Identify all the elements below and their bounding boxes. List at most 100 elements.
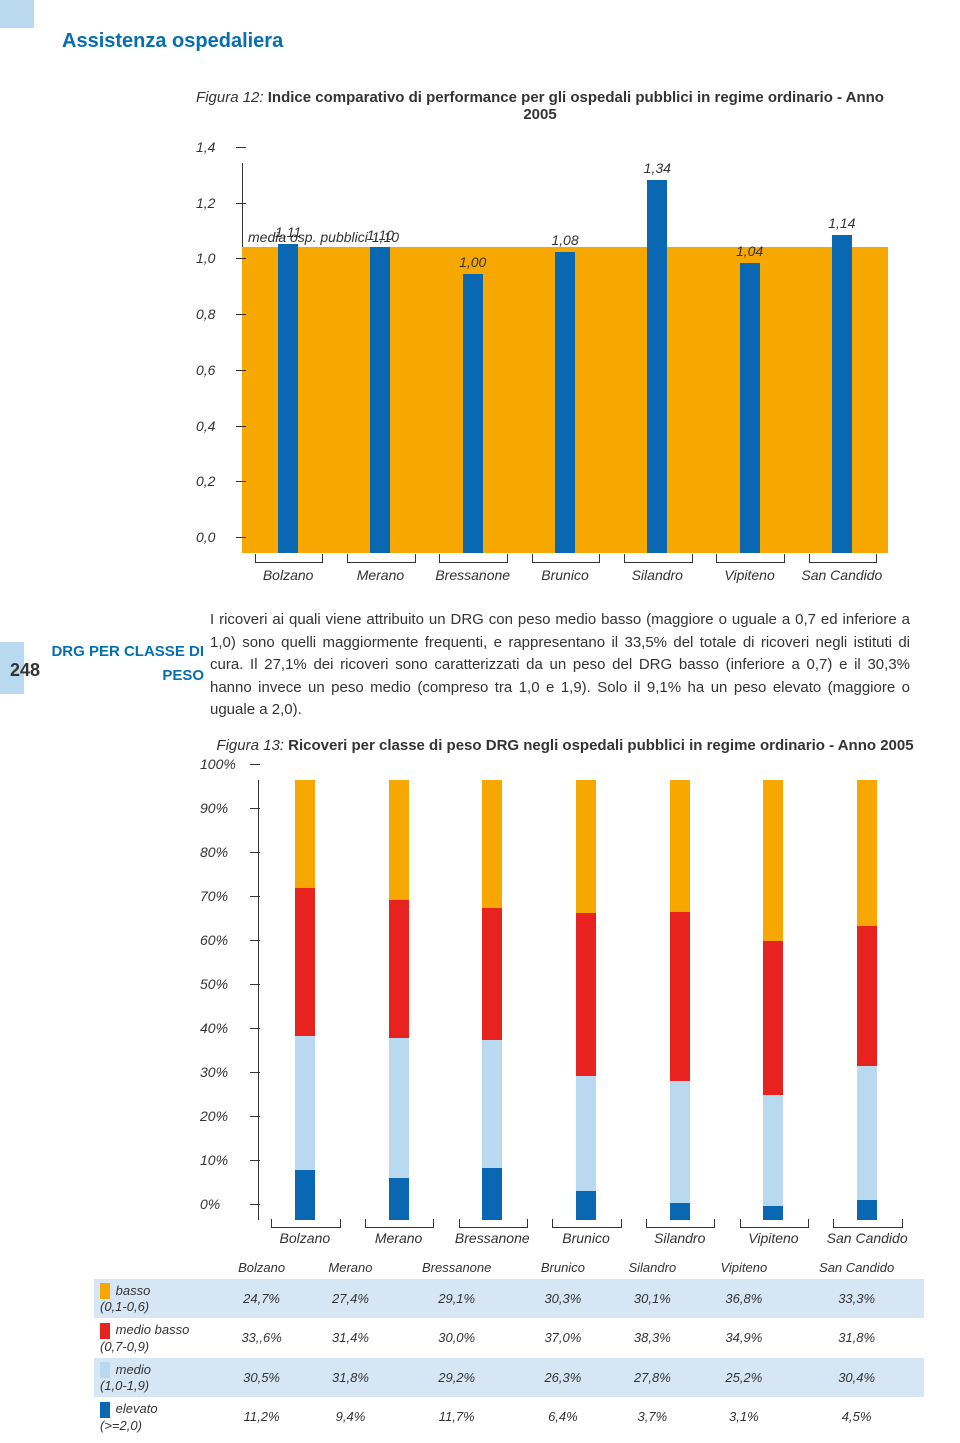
figure-13-ytick: 80% (200, 844, 228, 860)
figure-13-xlabel: Brunico (562, 1230, 609, 1246)
table-cell: 30,5% (216, 1358, 307, 1398)
figure-13-seg-medio (857, 1066, 877, 1200)
table-cell: 6,4% (520, 1397, 607, 1437)
figure-13-ytick: 10% (200, 1152, 228, 1168)
figure-13-seg-medio (763, 1095, 783, 1206)
figure-13-seg-mediobasso (482, 908, 502, 1040)
figure-13-col (857, 780, 877, 1220)
figure-12-ytick: 0,4 (196, 418, 215, 434)
figure-13-seg-medio (576, 1076, 596, 1192)
figure-12-bar-label: 1,08 (551, 232, 578, 248)
figure-13-title: Ricoveri per classe di peso DRG negli os… (288, 737, 913, 754)
figure-13-chart: 100%90%80%70%60%50%40%30%20%10%0%Bolzano… (180, 772, 924, 1252)
table-cell: 30,3% (520, 1279, 607, 1319)
figure-13-plot-area: 100%90%80%70%60%50%40%30%20%10%0%Bolzano… (258, 780, 914, 1220)
figure-12-bar-label: 1,14 (828, 215, 855, 231)
figure-13-xlabel: Vipiteno (748, 1230, 798, 1246)
figure-13-xbracket (365, 1219, 434, 1228)
table-cell: 27,8% (606, 1358, 698, 1398)
figure-13-ytick: 0% (200, 1196, 220, 1212)
figure-13-seg-mediobasso (389, 900, 409, 1038)
figure-13-xlabel: Bressanone (455, 1230, 530, 1246)
side-label: DRG PER CLASSE DI PESO (34, 640, 204, 688)
figure-13-seg-basso (389, 780, 409, 901)
table-cell (94, 1256, 216, 1279)
figure-12-bar (832, 235, 852, 553)
figure-13-col (389, 780, 409, 1220)
table-header-cell: San Candido (789, 1256, 924, 1279)
figure-13-xbracket (740, 1219, 809, 1228)
figure-12-ytick: 1,2 (196, 195, 215, 211)
figure-13-ytick: 30% (200, 1064, 228, 1080)
table-cell: 26,3% (520, 1358, 607, 1398)
left-accent-band (0, 0, 34, 28)
figure-13-ytick: 90% (200, 800, 228, 816)
figure-12-xbracket (809, 554, 877, 563)
table-cell: 11,7% (394, 1397, 520, 1437)
figure-12-ytick: 1,4 (196, 139, 215, 155)
swatch-icon (100, 1402, 110, 1418)
figure-13-data-table: BolzanoMeranoBressanoneBrunicoSilandroVi… (94, 1256, 924, 1437)
figure-12-xbracket (716, 554, 784, 563)
table-header-cell: Bolzano (216, 1256, 307, 1279)
table-cell: 24,7% (216, 1279, 307, 1319)
figure-13-seg-mediobasso (763, 941, 783, 1095)
figure-13-seg-medio (389, 1038, 409, 1178)
figure-13-seg-mediobasso (576, 913, 596, 1076)
figure-12-xbracket (532, 554, 600, 563)
figure-13-ytick: 70% (200, 888, 228, 904)
figure-13-xbracket (552, 1219, 621, 1228)
figure-13-seg-elevato (295, 1170, 315, 1219)
figure-12-number: Figura 12: (196, 89, 264, 106)
table-cell: 31,8% (789, 1318, 924, 1358)
table-cell: 3,7% (606, 1397, 698, 1437)
table-cell: 31,4% (307, 1318, 394, 1358)
figure-13-seg-elevato (670, 1203, 690, 1219)
table-cell: 33,,6% (216, 1318, 307, 1358)
figure-12-bar-label: 1,04 (736, 243, 763, 259)
table-row-label: elevato(>=2,0) (94, 1397, 216, 1437)
figure-12-xlabel: Brunico (541, 567, 588, 583)
figure-12-ytick: 0,6 (196, 362, 215, 378)
table-row: medio basso(0,7-0,9)33,,6%31,4%30,0%37,0… (94, 1318, 924, 1358)
figure-12-xlabel: Bolzano (263, 567, 314, 583)
figure-13-xbracket (646, 1219, 715, 1228)
figure-13-number: Figura 13: (216, 737, 284, 754)
table-cell: 30,1% (606, 1279, 698, 1319)
table-cell: 3,1% (698, 1397, 789, 1437)
table-header-cell: Silandro (606, 1256, 698, 1279)
figure-12-bar (740, 263, 760, 553)
swatch-icon (100, 1323, 110, 1339)
figure-12-bar (278, 244, 298, 553)
table-header-cell: Brunico (520, 1256, 607, 1279)
figure-13-seg-basso (763, 780, 783, 942)
figure-12-media-label: media osp. pubblici 1,10 (248, 229, 399, 245)
figure-12-xlabel: Vipiteno (724, 567, 774, 583)
figure-12-bar-label: 1,34 (644, 160, 671, 176)
figure-13-caption: Figura 13: Ricoveri per classe di peso D… (210, 737, 920, 754)
swatch-icon (100, 1362, 110, 1378)
figure-12-block: Figura 12: Indice comparativo di perform… (0, 89, 960, 593)
section-title: Assistenza ospedaliera (0, 0, 960, 53)
figure-13-ytick: 20% (200, 1108, 228, 1124)
figure-13-seg-elevato (763, 1206, 783, 1220)
figure-13-seg-basso (857, 780, 877, 927)
table-cell: 11,2% (216, 1397, 307, 1437)
side-label-line1: DRG PER CLASSE DI (51, 643, 204, 660)
figure-13-col (763, 780, 783, 1220)
figure-12-xlabel: Silandro (632, 567, 683, 583)
table-header-row: BolzanoMeranoBressanoneBrunicoSilandroVi… (94, 1256, 924, 1279)
figure-13-xlabel: Merano (375, 1230, 422, 1246)
table-cell: 29,1% (394, 1279, 520, 1319)
figure-13-col (576, 780, 596, 1220)
table-cell: 27,4% (307, 1279, 394, 1319)
figure-13-seg-basso (670, 780, 690, 912)
figure-13-seg-medio (482, 1040, 502, 1168)
table-cell: 36,8% (698, 1279, 789, 1319)
figure-13-xbracket (459, 1219, 528, 1228)
figure-13-ytick: 50% (200, 976, 228, 992)
figure-13-col (670, 780, 690, 1220)
table-cell: 25,2% (698, 1358, 789, 1398)
figure-12-chart: 1,41,21,00,80,60,40,20,01,11Bolzano1,10M… (182, 153, 898, 593)
figure-13-xbracket (271, 1219, 340, 1228)
